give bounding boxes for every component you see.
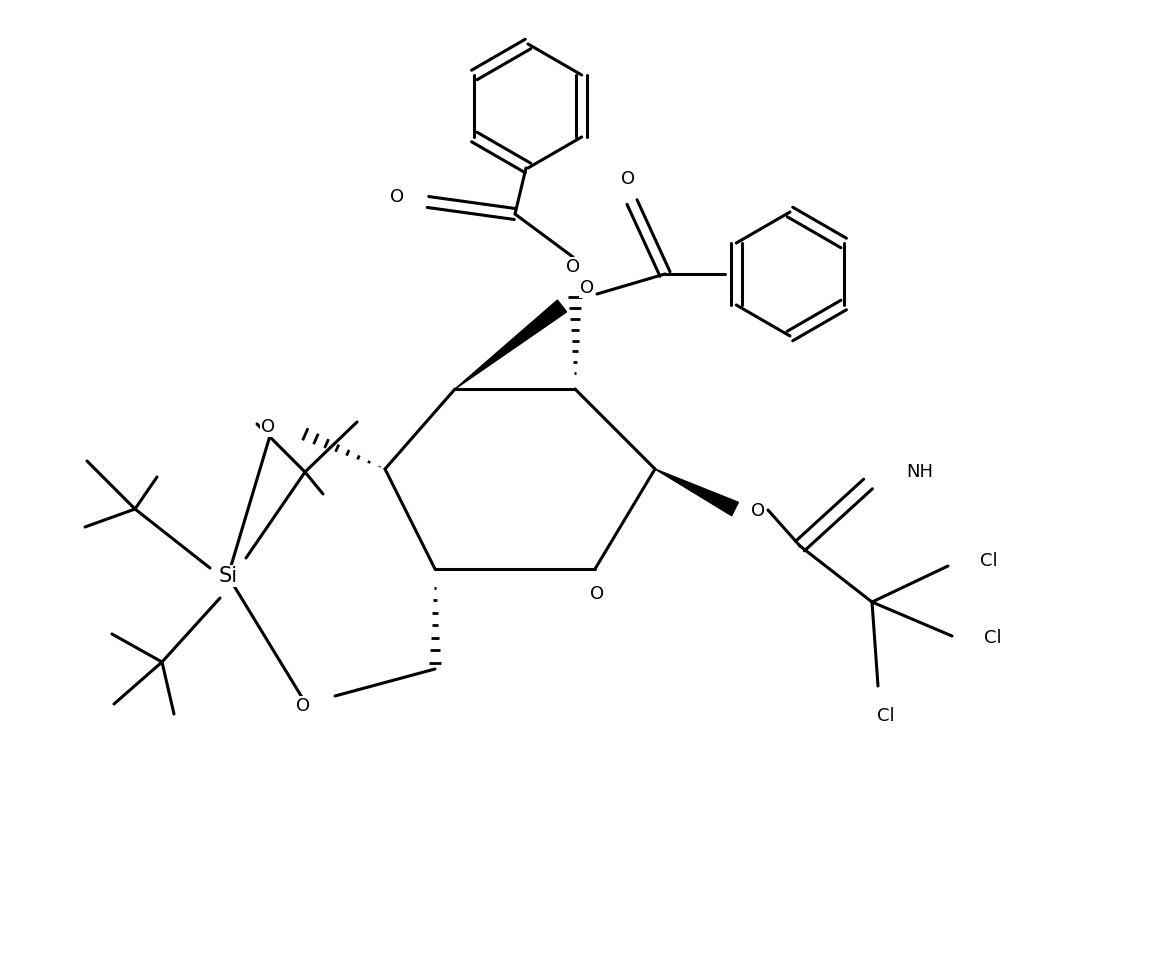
Text: NH: NH — [906, 463, 932, 481]
Text: O: O — [390, 188, 404, 206]
Text: Si: Si — [218, 566, 238, 586]
Text: Cl: Cl — [877, 707, 894, 725]
Text: Cl: Cl — [984, 629, 1002, 647]
Text: O: O — [580, 279, 594, 297]
Text: O: O — [261, 418, 275, 436]
Polygon shape — [655, 469, 739, 515]
Text: O: O — [295, 697, 310, 715]
Text: O: O — [565, 258, 580, 276]
Text: O: O — [621, 170, 635, 188]
Text: O: O — [751, 502, 765, 520]
Text: Cl: Cl — [980, 552, 997, 570]
Polygon shape — [455, 300, 567, 389]
Text: O: O — [590, 585, 604, 603]
